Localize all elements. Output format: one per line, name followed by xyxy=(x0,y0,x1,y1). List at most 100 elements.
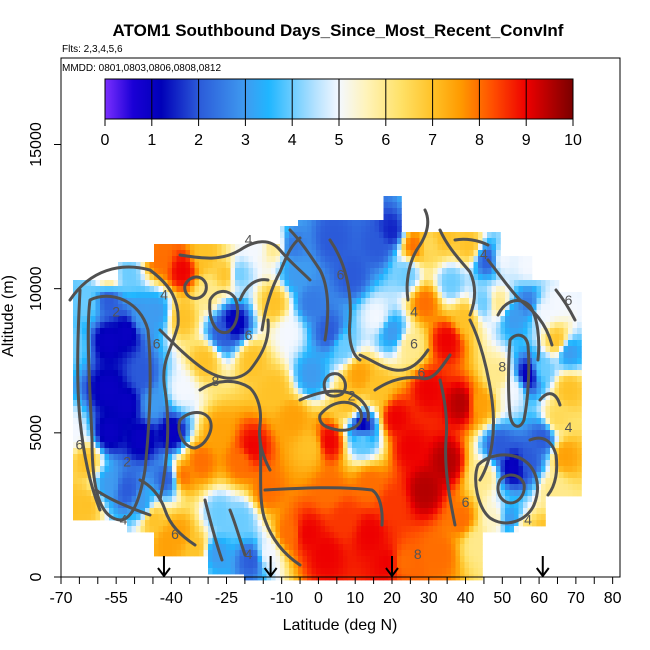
heatmap-cell xyxy=(442,322,447,329)
heatmap-cell xyxy=(181,250,186,257)
heatmap-cell xyxy=(262,496,267,503)
heatmap-cell xyxy=(149,328,155,335)
heatmap-cell xyxy=(127,376,132,383)
heatmap-cell xyxy=(428,472,434,479)
heatmap-cell xyxy=(424,256,429,263)
heatmap-cell xyxy=(239,466,245,473)
heatmap-cell xyxy=(446,262,452,269)
heatmap-cell xyxy=(145,400,150,407)
heatmap-cell xyxy=(284,346,290,353)
heatmap-cell xyxy=(338,250,344,257)
heatmap-cell xyxy=(104,364,110,371)
heatmap-cell xyxy=(136,412,141,419)
heatmap-cell xyxy=(428,268,434,275)
heatmap-cell xyxy=(397,448,402,455)
heatmap-cell xyxy=(230,352,236,359)
heatmap-cell xyxy=(356,442,362,449)
heatmap-cell xyxy=(352,250,357,257)
heatmap-cell xyxy=(307,490,312,497)
heatmap-cell xyxy=(208,466,213,473)
heatmap-cell xyxy=(77,436,83,443)
heatmap-cell xyxy=(248,358,254,365)
heatmap-cell xyxy=(302,460,308,467)
heatmap-cell xyxy=(410,274,416,281)
heatmap-cell xyxy=(451,502,456,509)
heatmap-cell xyxy=(361,238,366,245)
heatmap-cell xyxy=(365,496,371,503)
heatmap-cell xyxy=(212,376,218,383)
heatmap-cell xyxy=(424,334,429,341)
heatmap-cell xyxy=(82,460,87,467)
heatmap-cell xyxy=(199,466,204,473)
heatmap-cell xyxy=(437,400,443,407)
heatmap-cell xyxy=(275,406,281,413)
heatmap-cell xyxy=(104,484,110,491)
heatmap-cell xyxy=(140,376,146,383)
heatmap-cell xyxy=(374,466,380,473)
heatmap-cell xyxy=(86,508,92,515)
heatmap-cell xyxy=(379,244,384,251)
heatmap-cell xyxy=(374,220,380,227)
heatmap-cell xyxy=(190,538,195,545)
heatmap-cell xyxy=(226,352,231,359)
heatmap-cell xyxy=(455,298,461,305)
heatmap-cell xyxy=(244,430,249,437)
heatmap-cell xyxy=(446,412,452,419)
heatmap-cell xyxy=(203,430,209,437)
heatmap-cell xyxy=(415,328,420,335)
heatmap-cell xyxy=(118,334,123,341)
heatmap-cell xyxy=(181,448,186,455)
heatmap-cell xyxy=(208,244,213,251)
heatmap-cell xyxy=(451,556,456,563)
heatmap-cell xyxy=(289,550,294,557)
heatmap-cell xyxy=(397,532,402,539)
heatmap-cell xyxy=(334,340,339,347)
heatmap-cell xyxy=(266,244,272,251)
heatmap-cell xyxy=(365,370,371,377)
heatmap-cell xyxy=(100,472,105,479)
heatmap-cell xyxy=(194,286,200,293)
heatmap-cell xyxy=(226,538,231,545)
heatmap-cell xyxy=(77,460,83,467)
heatmap-cell xyxy=(203,394,209,401)
heatmap-cell xyxy=(464,298,470,305)
heatmap-cell xyxy=(365,232,371,239)
heatmap-cell xyxy=(397,562,402,569)
heatmap-cell xyxy=(77,352,83,359)
heatmap-cell xyxy=(316,562,321,569)
heatmap-cell xyxy=(253,322,258,329)
heatmap-cell xyxy=(262,484,267,491)
heatmap-cell xyxy=(131,382,137,389)
heatmap-cell xyxy=(226,568,231,575)
heatmap-cell xyxy=(113,394,119,401)
heatmap-cell xyxy=(325,526,330,533)
heatmap-cell xyxy=(320,334,326,341)
heatmap-cell xyxy=(109,454,114,461)
heatmap-cell xyxy=(248,556,254,563)
heatmap-cell xyxy=(271,478,276,485)
heatmap-cell xyxy=(307,508,312,515)
heatmap-cell xyxy=(262,376,267,383)
heatmap-cell xyxy=(266,442,272,449)
heatmap-cell xyxy=(392,544,398,551)
heatmap-cell xyxy=(284,502,290,509)
heatmap-cell xyxy=(185,358,191,365)
heatmap-cell xyxy=(131,280,137,287)
heatmap-cell xyxy=(320,328,326,335)
heatmap-cell xyxy=(374,550,380,557)
heatmap-cell xyxy=(379,370,384,377)
heatmap-cell xyxy=(257,262,263,269)
heatmap-cell xyxy=(374,460,380,467)
heatmap-cell xyxy=(460,274,465,281)
heatmap-cell xyxy=(77,370,83,377)
heatmap-cell xyxy=(482,454,488,461)
heatmap-cell xyxy=(82,328,87,335)
heatmap-cell xyxy=(284,532,290,539)
heatmap-cell xyxy=(95,292,101,299)
heatmap-cell xyxy=(338,328,344,335)
heatmap-cell xyxy=(356,490,362,497)
heatmap-cell xyxy=(167,424,173,431)
heatmap-cell xyxy=(190,286,195,293)
heatmap-cell xyxy=(118,394,123,401)
heatmap-cell xyxy=(199,460,204,467)
